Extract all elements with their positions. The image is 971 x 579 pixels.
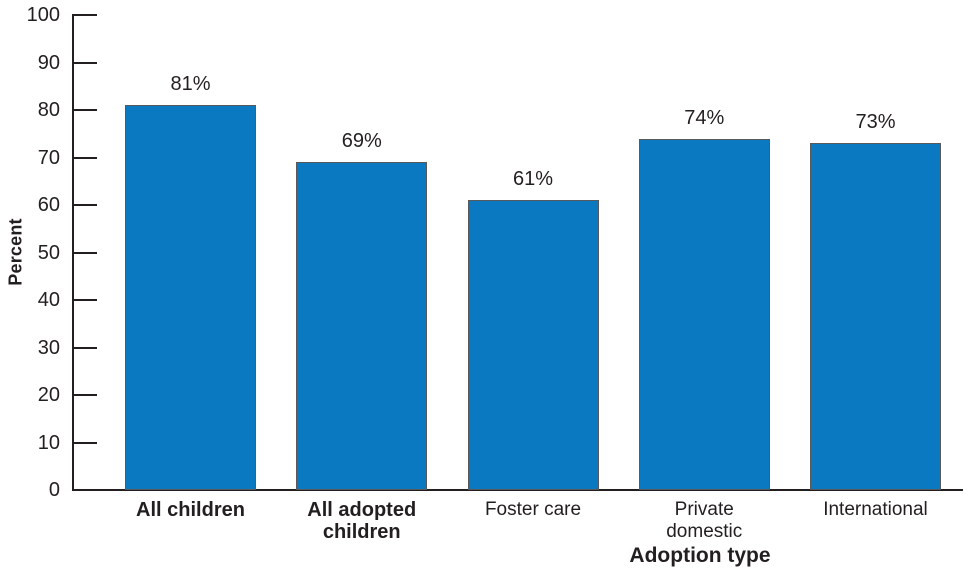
y-tick-mark bbox=[74, 299, 97, 301]
category-label: Foster care bbox=[484, 499, 582, 520]
y-tick-label: 90 bbox=[37, 51, 60, 74]
bar-value-label: 61% bbox=[512, 168, 554, 191]
y-tick-mark bbox=[74, 489, 97, 491]
category-label: International bbox=[823, 499, 928, 520]
x-axis-line bbox=[72, 489, 963, 491]
y-tick-mark bbox=[74, 109, 97, 111]
y-tick-label: 50 bbox=[37, 241, 60, 264]
y-tick-label: 30 bbox=[37, 336, 60, 359]
y-tick-mark bbox=[74, 394, 97, 396]
y-tick-mark bbox=[74, 441, 97, 444]
y-tick-label: 20 bbox=[37, 384, 60, 406]
bar-value-label: 74% bbox=[684, 106, 725, 129]
bar bbox=[125, 105, 256, 490]
y-tick-mark bbox=[74, 61, 97, 64]
y-tick-label: 10 bbox=[37, 431, 60, 454]
y-tick-mark bbox=[74, 204, 97, 206]
y-axis-line bbox=[72, 14, 74, 491]
bar-value-label: 73% bbox=[855, 111, 896, 134]
y-tick-label: 100 bbox=[26, 4, 60, 26]
y-tick-mark bbox=[74, 346, 97, 349]
y-tick-label: 70 bbox=[37, 146, 60, 169]
y-tick-label: 40 bbox=[37, 289, 60, 311]
y-tick-label: 60 bbox=[37, 194, 60, 216]
y-tick-mark bbox=[74, 156, 97, 159]
bar bbox=[296, 162, 428, 490]
y-tick-mark bbox=[74, 14, 97, 16]
bar-value-label: 81% bbox=[170, 73, 211, 96]
x-axis-title: Adoption type bbox=[629, 544, 771, 567]
category-label: All adopted children bbox=[307, 499, 417, 543]
bar bbox=[810, 143, 941, 490]
y-tick-label: 0 bbox=[48, 479, 60, 501]
bar bbox=[638, 138, 770, 490]
category-label: Private domestic bbox=[666, 499, 743, 542]
y-tick-mark bbox=[74, 251, 97, 254]
y-tick-label: 80 bbox=[37, 99, 60, 121]
bar bbox=[467, 200, 599, 490]
category-label: All children bbox=[136, 499, 245, 521]
bar-value-label: 69% bbox=[341, 130, 382, 153]
